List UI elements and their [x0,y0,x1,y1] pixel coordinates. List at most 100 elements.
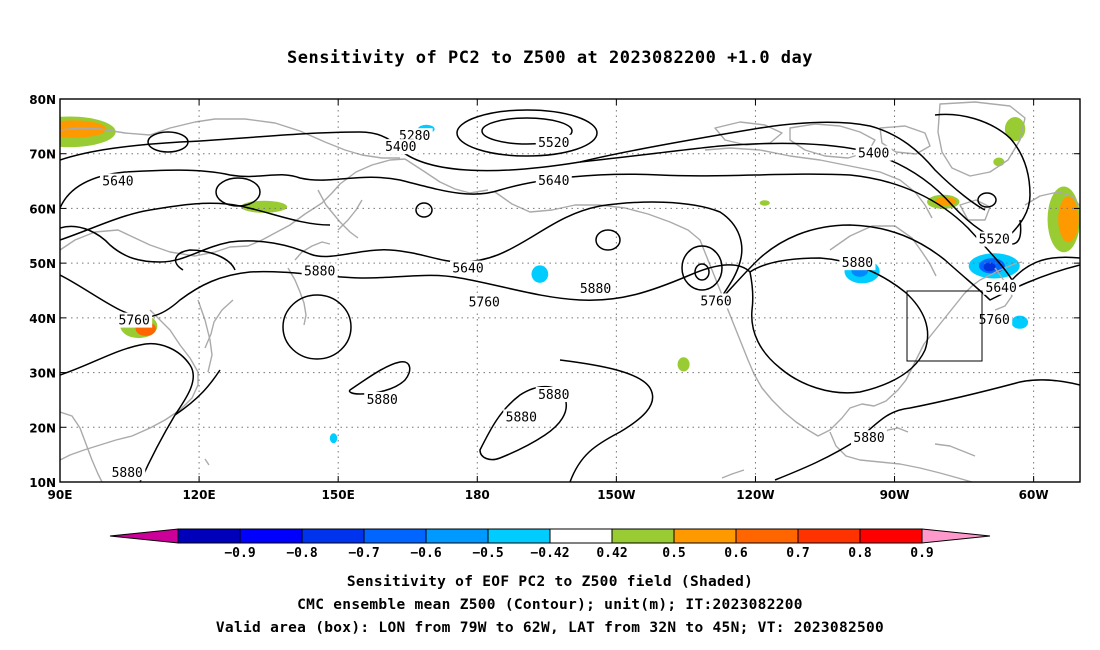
colorbar-box [301,528,365,544]
contour-small-1 [215,177,261,207]
contour-small-6 [415,202,433,218]
valid-area-box [906,290,983,362]
contour-5880-box [749,257,929,394]
colorbar-box [859,528,923,544]
contour-5640-east [934,113,1031,236]
sensitivity-patch [1058,196,1079,243]
colorbar-box [177,528,241,544]
axis-ticks [59,98,1080,483]
sensitivity-patch [329,433,338,444]
contour-5880-pacific [348,361,411,395]
contour-label: 5520 [979,233,1010,248]
lat-axis-label: 40N [29,312,56,326]
colorbar-label: −0.6 [410,546,441,561]
lat-axis-label: 20N [29,421,56,435]
contour-label: 5880 [853,431,884,446]
colorbar-label: −0.8 [286,546,317,561]
contour-label: 5760 [979,313,1010,328]
contour-tail-west [60,202,331,241]
colorbar-box [673,528,737,544]
contour-label: 5760 [469,296,500,311]
colorbar-box [425,528,489,544]
colorbar-box [611,528,675,544]
lon-axis-labels: 90E 120E 150E 180 150W 120W 90W 60W [48,488,1049,502]
sensitivity-patch [759,200,770,206]
lon-axis-label: 90E [48,488,73,502]
lat-axis-label: 50N [29,257,56,271]
contour-label: 5640 [102,175,133,190]
contour-label-bg [855,145,892,161]
colorbar-label: 0.6 [724,546,748,561]
colorbar-label: 0.42 [596,546,627,561]
contour-label: 5880 [112,466,143,481]
contour-5400-inner [456,109,598,157]
lat-axis-label: 60N [29,202,56,216]
lat-axis-label: 30N [29,367,56,381]
lon-axis-label: 60W [1019,488,1049,502]
contour-small-7 [977,192,997,208]
contour-label: 5520 [538,136,569,151]
colorbar-label: −0.42 [530,546,569,561]
contour-5880-mid [479,386,567,461]
contour-5640 [60,169,1080,281]
sensitivity-patch [677,357,690,372]
contour-5880-south [60,343,654,482]
contour-layer [60,109,1080,482]
colorbar [109,528,991,544]
colorbar-low-arrow [109,528,179,544]
sensitivity-patch [531,265,549,283]
contour-label-bg [976,231,1013,247]
contour-label: 5400 [385,140,416,155]
colorbar-box [735,528,799,544]
contour-label-bg [535,387,572,403]
contour-small-5 [694,263,710,281]
lon-axis-label: 120E [182,488,215,502]
colorbar-box [363,528,427,544]
contour-label: 5880 [842,256,873,271]
contour-label-bg [301,263,338,279]
colorbar-box [487,528,551,544]
colorbar-label: 0.5 [662,546,685,561]
contour-label: 5880 [538,388,569,403]
lon-axis-label: 180 [465,488,490,502]
map-title: Sensitivity of PC2 to Z500 at 2023082200… [286,48,813,68]
contour-5880-east [774,379,1080,481]
contour-label: 5640 [452,262,483,277]
colorbar-label: 0.8 [848,546,872,561]
contour-5400 [399,121,986,211]
contour-label-bg [99,173,136,189]
contour-label: 5640 [986,281,1017,296]
contour-label-bg [450,260,486,276]
colorbar-box [239,528,303,544]
contour-label: 5880 [367,393,398,408]
contour-5880-westpac [282,294,352,360]
contour-label: 5400 [858,147,889,162]
caption-valid-area: Valid area (box): LON from 79W to 62W, L… [215,620,885,636]
caption-contour: CMC ensemble mean Z500 (Contour); unit(m… [297,597,803,613]
colorbar-high-arrow [921,528,991,544]
lon-axis-label: 150W [597,488,635,502]
plot-frame [59,98,1081,483]
colorbar-label: −0.9 [224,546,255,561]
coastline-layer [60,101,1080,482]
contour-5880-north [60,264,751,318]
contour-label: 5760 [119,314,150,329]
sensitivity-patch [60,120,107,138]
contour-label-bg [109,465,146,481]
sensitivity-patch [240,200,288,213]
lon-axis-label: 90W [880,488,910,502]
contour-label: 5880 [506,410,537,425]
lon-axis-label: 150E [322,488,355,502]
contour-label-bg [983,279,1020,295]
contour-label-bg [698,293,735,309]
contour-label: 5760 [700,294,731,309]
contour-label-bg [382,139,419,155]
contour-small-2 [147,131,189,153]
caption-shading: Sensitivity of EOF PC2 to Z500 field (Sh… [346,574,754,590]
contour-small-3 [595,229,621,251]
contour-label: 5880 [580,282,611,297]
contour-label-bg [577,280,614,296]
contour-5760 [60,201,1080,301]
